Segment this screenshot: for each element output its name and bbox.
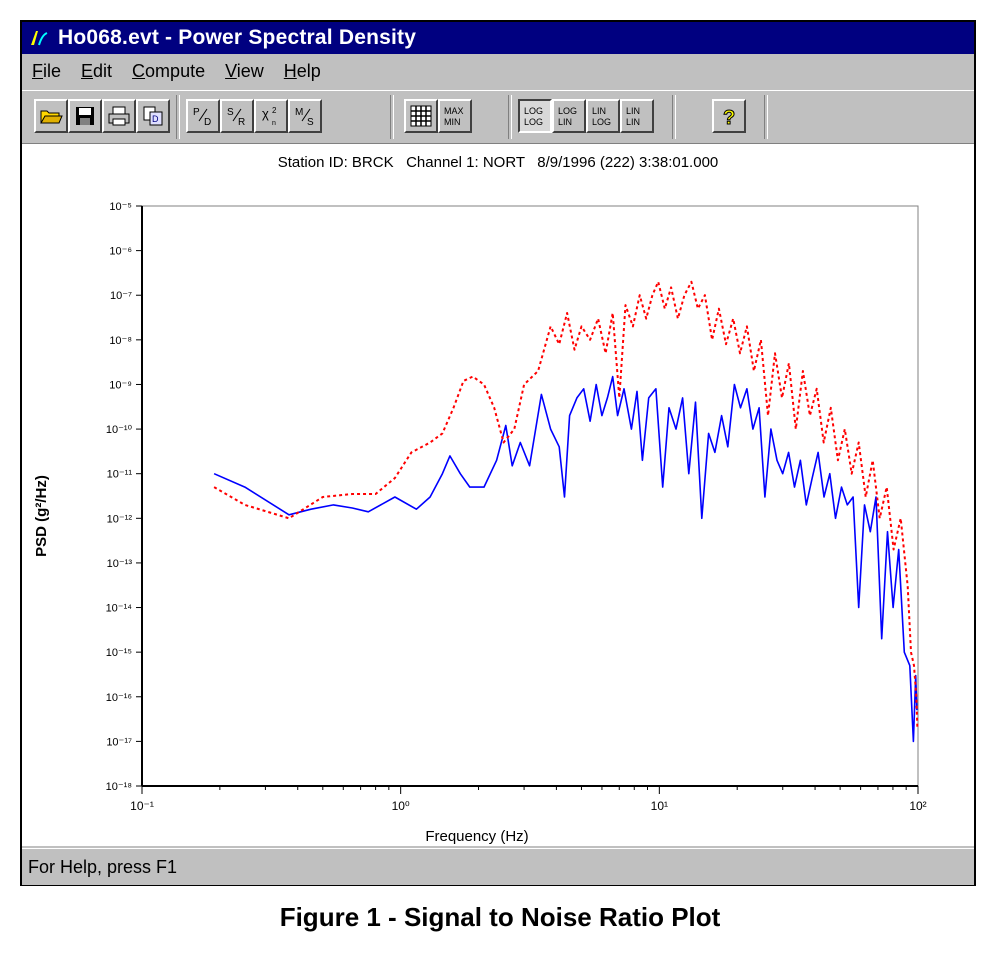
toolbar-separator bbox=[508, 95, 512, 139]
linlog-button[interactable]: LIN LOG bbox=[586, 99, 620, 133]
help-icon: ? bbox=[723, 107, 736, 129]
y-tick-label: 10⁻¹⁶ bbox=[106, 692, 132, 704]
copy-icon: D bbox=[143, 106, 163, 126]
window-title: Ho068.evt - Power Spectral Density bbox=[58, 26, 417, 49]
psd-chart: 10⁻⁵ 10⁻⁶ 10⁻⁷ 10⁻⁸ 10⁻⁹ 10⁻¹⁰ 10⁻¹¹ 10⁻¹² 10⁻¹³… bbox=[33, 201, 927, 845]
svg-text:2: 2 bbox=[272, 106, 277, 115]
svg-text:n: n bbox=[272, 120, 276, 127]
svg-text:LIN: LIN bbox=[558, 117, 572, 127]
y-tick-label: 10⁻⁵ bbox=[109, 201, 132, 213]
chi-icon: χ 2 n bbox=[262, 106, 277, 127]
y-tick-label: 10⁻¹⁴ bbox=[106, 603, 133, 615]
plot-area: Station ID: BRCK Channel 1: NORT 8/9/199… bbox=[22, 144, 974, 846]
y-tick-label: 10⁻⁸ bbox=[109, 335, 132, 347]
svg-text:LOG: LOG bbox=[592, 117, 611, 127]
app-icon[interactable] bbox=[28, 27, 50, 49]
help-button[interactable]: ? bbox=[712, 99, 746, 133]
print-icon bbox=[108, 106, 130, 126]
y-axis: 10⁻⁵ 10⁻⁶ 10⁻⁷ 10⁻⁸ 10⁻⁹ 10⁻¹⁰ 10⁻¹¹ 10⁻¹² 10⁻¹³… bbox=[106, 201, 142, 793]
plot-frame bbox=[141, 205, 919, 787]
status-bar: For Help, press F1 bbox=[22, 848, 974, 885]
menu-bar: File Edit Compute View Help bbox=[22, 54, 974, 88]
svg-text:?: ? bbox=[723, 107, 735, 128]
menu-file[interactable]: File bbox=[32, 60, 62, 81]
x-axis: 10⁻¹ 10⁰ 10¹ 10² bbox=[130, 786, 927, 813]
x-tick-label: 10² bbox=[909, 799, 926, 813]
svg-text:LOG: LOG bbox=[524, 106, 543, 116]
svg-text:LIN: LIN bbox=[626, 106, 640, 116]
y-tick-label: 10⁻¹³ bbox=[107, 558, 133, 570]
copy-button[interactable]: D bbox=[136, 99, 170, 133]
grid-icon bbox=[410, 105, 432, 127]
svg-text:D: D bbox=[152, 114, 159, 124]
svg-text:S: S bbox=[307, 117, 314, 128]
grid-button[interactable] bbox=[404, 99, 438, 133]
svg-text:LIN: LIN bbox=[592, 106, 606, 116]
open-button[interactable] bbox=[34, 99, 68, 133]
svg-text:MIN: MIN bbox=[444, 117, 461, 127]
y-tick-label: 10⁻¹⁵ bbox=[106, 647, 132, 659]
svg-text:MAX: MAX bbox=[444, 106, 464, 116]
y-tick-label: 10⁻⁶ bbox=[109, 246, 132, 258]
open-icon bbox=[40, 110, 63, 124]
svg-text:LOG: LOG bbox=[558, 106, 577, 116]
figure-caption: Figure 1 - Signal to Noise Ratio Plot bbox=[279, 902, 721, 932]
x-tick-label: 10⁰ bbox=[392, 799, 410, 813]
toolbar-separator bbox=[390, 95, 394, 139]
series-layer bbox=[213, 280, 919, 743]
series-line-dotted bbox=[213, 280, 919, 729]
menu-compute[interactable]: Compute bbox=[132, 60, 206, 81]
linlin-button[interactable]: LIN LIN bbox=[620, 99, 654, 133]
svg-text:χ: χ bbox=[262, 106, 269, 121]
svg-text:S: S bbox=[227, 107, 234, 118]
y-tick-label: 10⁻⁷ bbox=[110, 290, 132, 302]
y-tick-label: 10⁻⁹ bbox=[109, 379, 132, 391]
x-tick-label: 10⁻¹ bbox=[130, 799, 154, 813]
plot-header: Station ID: BRCK Channel 1: NORT 8/9/199… bbox=[277, 154, 719, 171]
y-tick-label: 10⁻¹⁷ bbox=[106, 736, 132, 748]
svg-text:LOG: LOG bbox=[524, 117, 543, 127]
svg-text:P: P bbox=[193, 107, 200, 118]
toolbar-separator bbox=[764, 95, 768, 139]
y-tick-label: 10⁻¹⁰ bbox=[106, 424, 133, 436]
y-axis-label: PSD (g²/Hz) bbox=[33, 475, 50, 557]
menu-edit[interactable]: Edit bbox=[81, 60, 113, 81]
y-tick-label: 10⁻¹⁸ bbox=[106, 781, 132, 793]
app-window: Ho068.evt - Power Spectral Density File … bbox=[20, 20, 976, 886]
svg-text:LIN: LIN bbox=[626, 117, 640, 127]
snr-icon: SR bbox=[227, 107, 245, 128]
title-bar[interactable]: Ho068.evt - Power Spectral Density bbox=[22, 22, 974, 54]
toolbar-separator bbox=[672, 95, 676, 139]
maxmin-button[interactable]: MAX MIN bbox=[438, 99, 472, 133]
menu-view[interactable]: View bbox=[225, 60, 264, 81]
x-axis-label: Frequency (Hz) bbox=[425, 828, 528, 845]
loglin-button[interactable]: LOG LIN bbox=[552, 99, 586, 133]
toolbar-separator bbox=[176, 95, 180, 139]
status-text: For Help, press F1 bbox=[28, 856, 178, 877]
ms-icon: MS bbox=[295, 107, 314, 128]
save-button[interactable] bbox=[68, 99, 102, 133]
menu-help[interactable]: Help bbox=[283, 60, 321, 81]
svg-text:D: D bbox=[204, 117, 211, 128]
x-tick-label: 10¹ bbox=[651, 799, 668, 813]
y-tick-label: 10⁻¹¹ bbox=[107, 469, 133, 481]
loglog-button[interactable]: LOG LOG bbox=[518, 99, 552, 133]
svg-text:M: M bbox=[295, 107, 303, 118]
series-line-solid bbox=[213, 375, 918, 743]
y-tick-label: 10⁻¹² bbox=[107, 513, 133, 525]
save-icon bbox=[76, 107, 94, 125]
print-button[interactable] bbox=[102, 99, 136, 133]
svg-text:R: R bbox=[238, 117, 245, 128]
psd-icon: PD bbox=[193, 107, 211, 128]
